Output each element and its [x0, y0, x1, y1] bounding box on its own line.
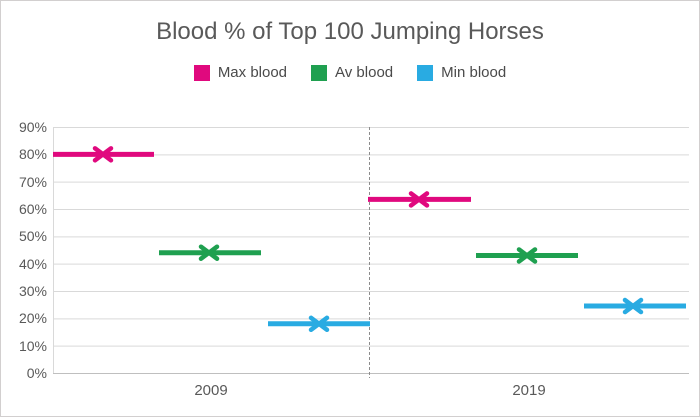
- chart-title: Blood % of Top 100 Jumping Horses: [156, 18, 544, 45]
- legend-label: Max blood: [217, 64, 288, 81]
- y-axis-tick-label: 20%: [18, 310, 47, 327]
- legend-label: Min blood: [441, 64, 507, 81]
- legend-swatch-min-blood: [417, 64, 434, 81]
- series-marker-av-blood-2009: [198, 244, 220, 261]
- series-marker-max-blood-2019: [408, 191, 430, 208]
- y-axis-tick-label: 70%: [18, 173, 47, 190]
- chart-legend: Max blood Av blood Min blood: [1, 64, 699, 81]
- legend-swatch-max-blood: [193, 64, 210, 81]
- legend-label: Av blood: [335, 64, 394, 81]
- legend-item-max-blood: Max blood: [193, 64, 288, 81]
- legend-item-av-blood: Av blood: [311, 64, 393, 81]
- y-axis-tick-label: 60%: [18, 201, 47, 217]
- y-axis-tick-label: 50%: [18, 228, 47, 245]
- x-axis-category-label: 2009: [194, 382, 228, 399]
- series-marker-max-blood-2009: [92, 146, 114, 163]
- y-axis-tick-label: 10%: [18, 337, 47, 354]
- x-axis-category-label: 2019: [512, 382, 546, 399]
- legend-swatch-av-blood: [311, 64, 328, 81]
- y-axis-tick-label: 0%: [26, 365, 47, 381]
- series-marker-min-blood-2009: [308, 315, 330, 333]
- series-marker-min-blood-2019: [622, 297, 644, 315]
- y-axis-tick-label: 80%: [18, 146, 47, 163]
- series-marker-av-blood-2019: [516, 247, 538, 264]
- y-axis-tick-label: 30%: [18, 283, 47, 299]
- y-axis-tick-label: 40%: [18, 255, 47, 272]
- legend-item-min-blood: Min blood: [417, 64, 506, 81]
- y-axis-tick-label: 90%: [18, 119, 47, 135]
